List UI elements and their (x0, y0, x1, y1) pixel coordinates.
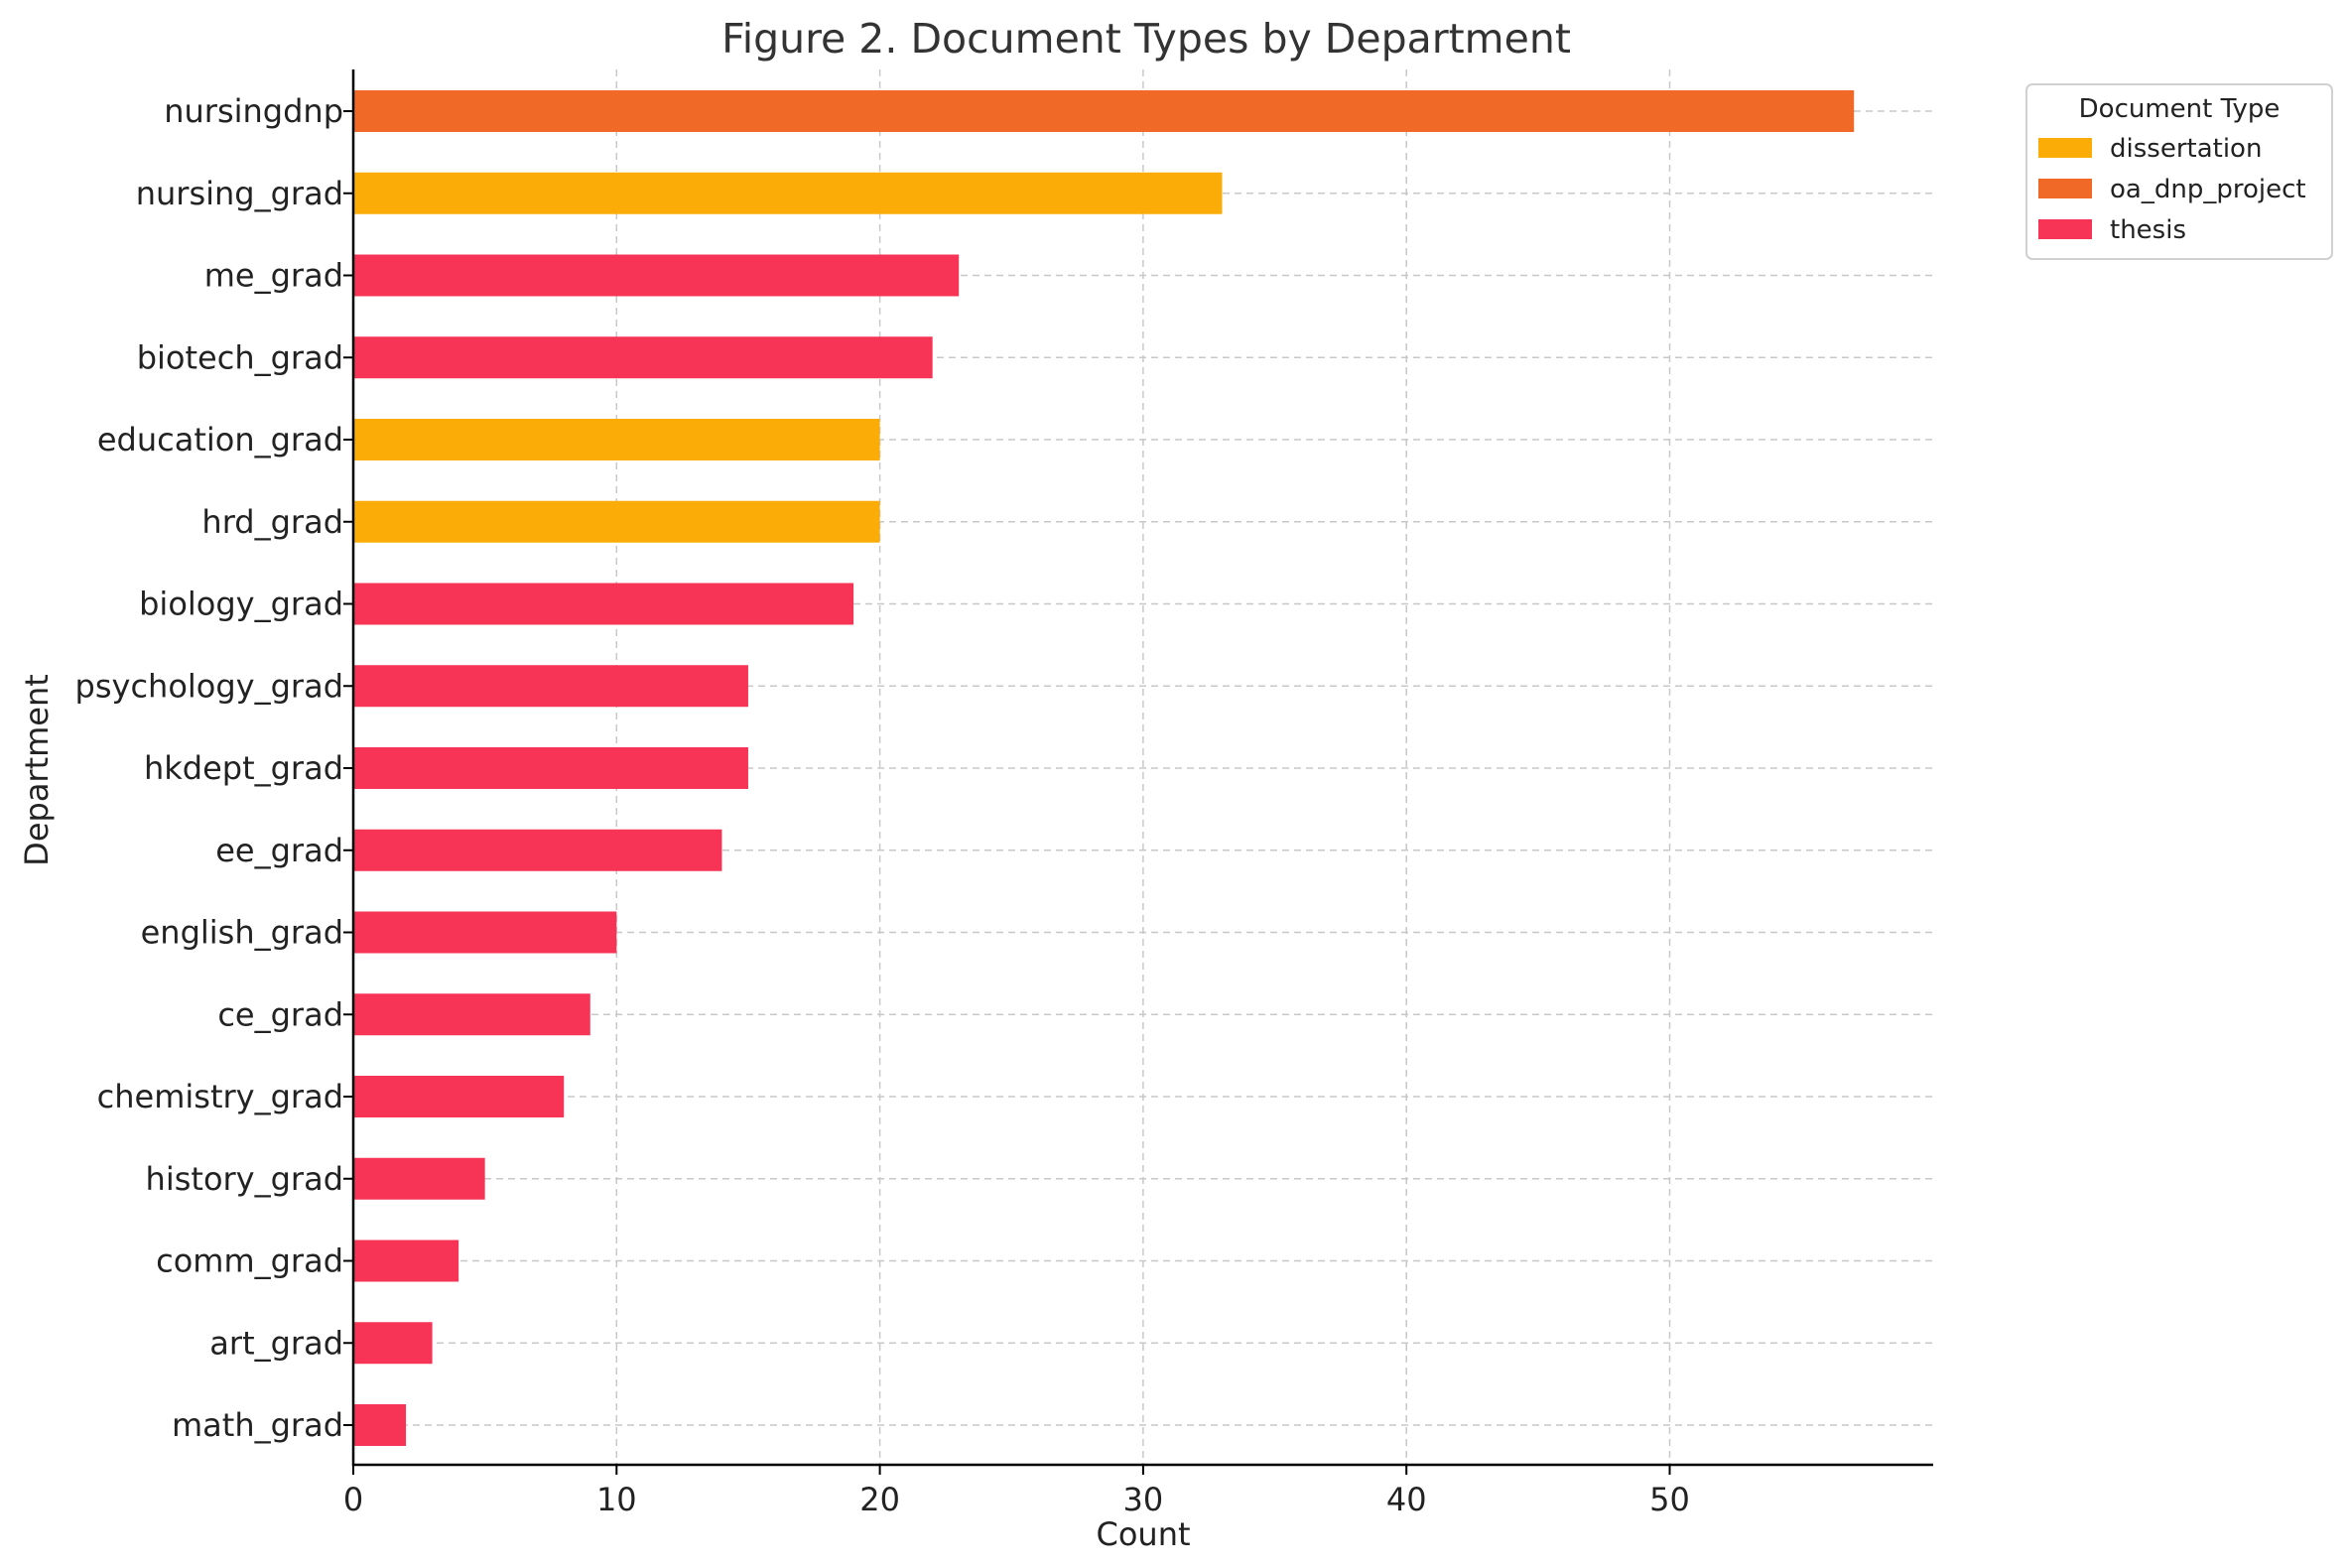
chart-title: Figure 2. Document Types by Department (721, 15, 1571, 63)
bars (353, 90, 1855, 1446)
y-tick-label-nursingdnp: nursingdnp (164, 92, 343, 130)
y-tick-label-psychology_grad: psychology_grad (75, 667, 343, 705)
bar-biotech_grad (353, 336, 933, 379)
bar-me_grad (353, 254, 960, 297)
legend-swatch-thesis (2038, 219, 2092, 239)
bar-comm_grad (353, 1240, 459, 1282)
x-axis-ticks: 0 10 20 30 40 50 (343, 1465, 1690, 1518)
x-tick-label-4: 40 (1386, 1481, 1427, 1518)
y-tick-label-hkdept_grad: hkdept_grad (144, 749, 343, 787)
y-tick-label-ce_grad: ce_grad (217, 995, 343, 1033)
legend-swatch-dissertation (2038, 138, 2092, 158)
y-axis-ticks: nursingdnp nursing_grad me_grad biotech_gra… (75, 92, 353, 1444)
legend-label-dissertation: dissertation (2110, 134, 2262, 164)
y-axis-label: Department (18, 674, 56, 866)
bar-nursingdnp (353, 90, 1855, 132)
bar-chemistry_grad (353, 1076, 565, 1117)
bar-math_grad (353, 1404, 407, 1446)
y-tick-label-biotech_grad: biotech_grad (137, 338, 343, 376)
x-axis-label: Count (1096, 1515, 1190, 1553)
bar-history_grad (353, 1157, 485, 1200)
x-tick-label-2: 20 (859, 1481, 900, 1518)
x-tick-label-0: 0 (343, 1481, 363, 1518)
y-tick-label-me_grad: me_grad (204, 257, 343, 295)
y-tick-label-education_grad: education_grad (97, 421, 343, 458)
bar-education_grad (353, 419, 880, 460)
legend-title: Document Type (2079, 94, 2281, 124)
y-tick-label-history_grad: history_grad (146, 1160, 343, 1198)
legend: Document Type dissertation oa_dnp_project… (2025, 83, 2333, 260)
bar-art_grad (353, 1322, 433, 1365)
legend-label-oa_dnp_project: oa_dnp_project (2110, 175, 2306, 204)
y-tick-label-comm_grad: comm_grad (156, 1242, 343, 1280)
bar-english_grad (353, 911, 617, 954)
x-tick-label-5: 50 (1649, 1481, 1690, 1518)
legend-swatch-oa_dnp_project (2038, 179, 2092, 198)
x-tick-label-1: 10 (596, 1481, 637, 1518)
y-tick-label-math_grad: math_grad (172, 1406, 343, 1444)
legend-frame (2025, 83, 2333, 260)
bar-psychology_grad (353, 665, 748, 708)
y-tick-label-biology_grad: biology_grad (139, 586, 343, 623)
y-tick-label-english_grad: english_grad (141, 914, 343, 952)
legend-label-thesis: thesis (2110, 215, 2186, 245)
y-tick-label-art_grad: art_grad (209, 1324, 343, 1362)
y-tick-label-chemistry_grad: chemistry_grad (97, 1078, 343, 1115)
bar-ce_grad (353, 993, 590, 1036)
y-tick-label-ee_grad: ee_grad (215, 832, 343, 869)
bar-ee_grad (353, 829, 722, 871)
bar-nursing_grad (353, 172, 1223, 214)
x-tick-label-3: 30 (1123, 1481, 1164, 1518)
bar-biology_grad (353, 583, 854, 625)
bar-hkdept_grad (353, 747, 748, 789)
bar-hrd_grad (353, 500, 880, 543)
y-tick-label-nursing_grad: nursing_grad (136, 175, 343, 212)
y-tick-label-hrd_grad: hrd_grad (201, 503, 343, 541)
